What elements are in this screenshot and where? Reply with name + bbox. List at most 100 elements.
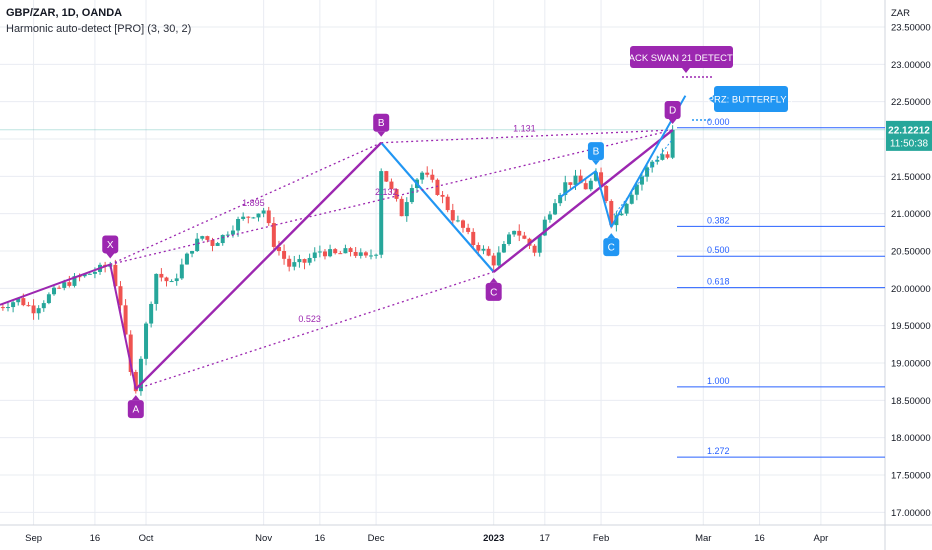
candle-body <box>619 213 624 216</box>
ratio-label: 0.523 <box>298 314 321 324</box>
candle-body <box>190 251 195 254</box>
candle-body <box>588 180 593 190</box>
pattern-point-a-label: A <box>132 405 139 416</box>
candle-body <box>384 171 389 182</box>
candle-body <box>138 358 143 392</box>
x-tick-label: 16 <box>754 533 765 544</box>
candle-body <box>450 210 455 221</box>
x-tick-label: Sep <box>25 533 42 544</box>
candle-body <box>46 294 51 304</box>
candle-body <box>532 245 537 253</box>
candle-body <box>358 252 363 256</box>
candle-body <box>174 278 179 282</box>
candle-body <box>476 245 481 251</box>
candle-body <box>36 308 41 314</box>
pattern-point-x-label: X <box>107 240 114 251</box>
pattern-point-b-pointer <box>377 131 386 137</box>
y-tick-label: 19.50000 <box>891 321 931 332</box>
ratio-line-ac <box>135 271 494 390</box>
candle-body <box>466 227 471 232</box>
candle-body <box>394 189 399 199</box>
candle-body <box>322 251 327 257</box>
candle-body <box>205 236 210 240</box>
candle-body <box>604 185 609 202</box>
candle-body <box>302 259 307 263</box>
candle-body <box>374 254 379 256</box>
last-price-box <box>886 120 932 151</box>
candle-body <box>256 213 261 218</box>
y-tick-label: 19.00000 <box>891 359 931 370</box>
pattern-leg-xa <box>109 264 137 390</box>
candle-body <box>292 262 297 267</box>
candle-body <box>236 218 241 231</box>
fib-level-label: 1.272 <box>707 446 730 456</box>
candle-body <box>578 175 583 184</box>
candle-body <box>650 161 655 168</box>
ratio-line-xd <box>110 129 673 266</box>
candle-body <box>639 176 644 185</box>
x-tick-label: Nov <box>255 533 272 544</box>
candle-body <box>21 298 26 306</box>
candle-body <box>123 305 128 335</box>
x-tick-label: 2023 <box>483 533 504 544</box>
fib-level-label: 0.000 <box>707 117 730 127</box>
candle-body <box>389 181 394 190</box>
candle-body <box>435 179 440 195</box>
candle-body <box>16 298 21 303</box>
candle-body <box>297 259 302 263</box>
candle-body <box>645 167 650 177</box>
y-tick-label: 20.00000 <box>891 284 931 295</box>
candle-body <box>200 236 205 239</box>
candle-body <box>491 255 496 266</box>
candle-body <box>542 219 547 236</box>
candle-body <box>573 175 578 185</box>
prz-guide <box>613 138 674 216</box>
x-tick-label: Dec <box>368 533 385 544</box>
pattern-point-d-marker <box>664 101 681 120</box>
prz-callout-pointer <box>708 95 714 103</box>
candle-body <box>82 273 87 277</box>
x-tick-label: 17 <box>540 533 551 544</box>
y-tick-label: 17.00000 <box>891 508 931 519</box>
candle-body <box>404 202 409 217</box>
candle-body <box>440 194 445 197</box>
y-tick-label: 23.00000 <box>891 60 931 71</box>
prz-point-b-marker <box>587 142 604 161</box>
candle-body <box>149 303 154 324</box>
pattern-leg-in <box>0 263 111 306</box>
candle-body <box>333 249 338 254</box>
last-price-value: 22.12212 <box>888 125 930 136</box>
candle-body <box>113 264 118 287</box>
candle-body <box>343 248 348 254</box>
candle-body <box>558 194 563 204</box>
candle-body <box>282 251 287 259</box>
candle-body <box>609 201 614 226</box>
candle-body <box>399 198 404 217</box>
prz-point-c-label: C <box>608 243 615 254</box>
candle-body <box>169 281 174 283</box>
pattern-leg-cd <box>492 129 674 273</box>
candle-body <box>599 172 604 186</box>
candle-body <box>665 154 670 158</box>
candle-body <box>420 172 425 180</box>
prz-point-b-pointer <box>591 160 600 166</box>
candle-body <box>266 210 271 224</box>
symbol-title: GBP/ZAR, 1D, OANDA <box>6 7 123 19</box>
indicator-title: Harmonic auto-detect [PRO] (3, 30, 2) <box>6 23 192 35</box>
detection-callout-box <box>630 46 733 68</box>
candle-body <box>512 230 517 235</box>
x-tick-label: Mar <box>695 533 711 544</box>
y-tick-label: 18.50000 <box>891 396 931 407</box>
ratio-line-bd <box>381 129 673 144</box>
candle-body <box>57 287 62 289</box>
candle-body <box>118 286 123 306</box>
candle-body <box>0 307 5 309</box>
pattern-point-x-pointer <box>106 253 115 259</box>
fib-level-label: 0.382 <box>707 215 730 225</box>
candle-body <box>317 251 322 253</box>
x-tick-label: 16 <box>315 533 326 544</box>
candle-body <box>251 217 256 219</box>
candle-body <box>144 323 149 359</box>
candle-body <box>481 248 486 251</box>
